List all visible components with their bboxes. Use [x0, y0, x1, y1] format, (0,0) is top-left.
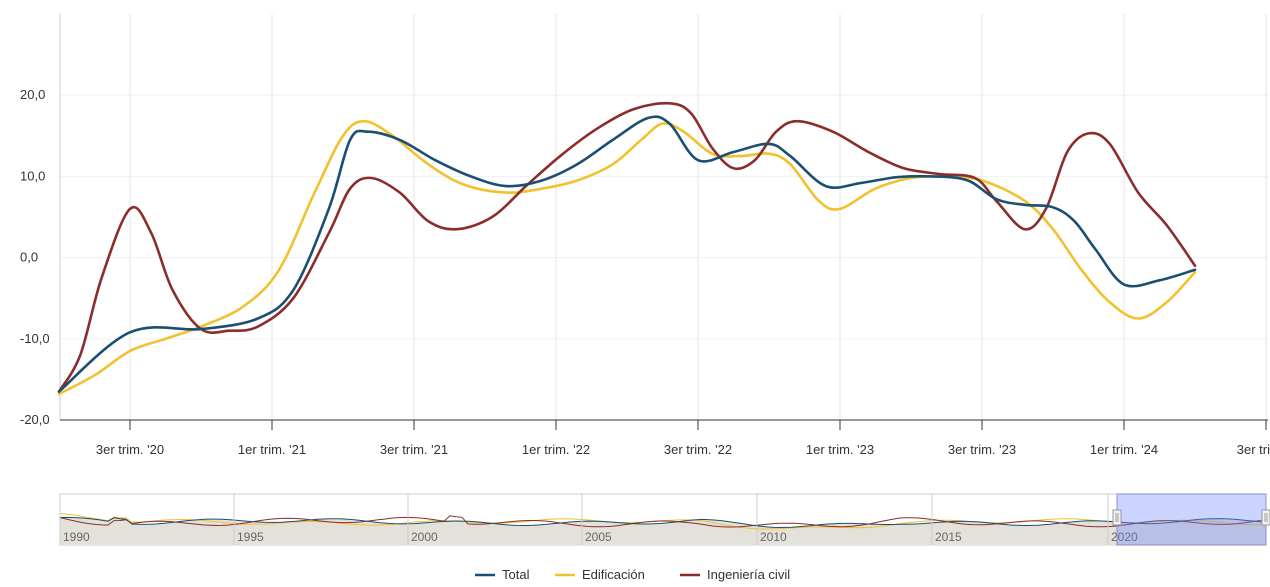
plot-axes: -20,0 -10,0 0,0 10,0 20,0 3er trim. '20 1er tr… — [20, 14, 1270, 457]
y-tick-label: 0,0 — [20, 250, 38, 265]
plot-grid — [60, 14, 1268, 421]
navigator-tick-label: 2000 — [411, 530, 438, 544]
x-tick-label: 3er trim. '21 — [380, 442, 448, 457]
x-tick-label: 1er trim. '24 — [1090, 442, 1158, 457]
series-line-1[interactable] — [57, 119, 1197, 396]
legend-item-2[interactable]: Ingeniería civil — [680, 567, 790, 582]
x-tick-label: 1er trim. '21 — [238, 442, 306, 457]
x-tick-label: 3er trim.... — [1237, 442, 1270, 457]
legend-item-1[interactable]: Edificación — [555, 567, 645, 582]
legend-label: Total — [502, 567, 530, 582]
navigator-right-handle[interactable] — [1261, 509, 1270, 526]
x-tick-label: 3er trim. '23 — [948, 442, 1016, 457]
navigator-tick-label: 1990 — [63, 530, 90, 544]
navigator-series-line — [59, 515, 1267, 528]
series-line-2[interactable] — [57, 101, 1197, 393]
legend-label: Ingeniería civil — [707, 567, 790, 582]
navigator-tick-label: 2020 — [1111, 530, 1138, 544]
x-tick-label: 1er trim. '23 — [806, 442, 874, 457]
y-tick-label: 20,0 — [20, 87, 45, 102]
y-tick-label: -10,0 — [20, 331, 50, 346]
y-tick-label: -20,0 — [20, 412, 50, 427]
y-tick-label: 10,0 — [20, 168, 45, 183]
x-tick-label: 1er trim. '22 — [522, 442, 590, 457]
navigator-series-line — [59, 516, 1267, 529]
series-line-0[interactable] — [57, 115, 1197, 393]
legend: Total Edificación Ingeniería civil — [475, 567, 790, 582]
navigator-tick-label: 2005 — [585, 530, 612, 544]
x-tick-label: 3er trim. '20 — [96, 442, 164, 457]
x-tick-label: 3er trim. '22 — [664, 442, 732, 457]
navigator-selection[interactable] — [1116, 493, 1267, 546]
navigator-tick-label: 2015 — [935, 530, 962, 544]
navigator-tick-label: 2010 — [760, 530, 787, 544]
navigator-left-handle[interactable] — [1112, 509, 1122, 526]
legend-item-0[interactable]: Total — [475, 567, 530, 582]
legend-label: Edificación — [582, 567, 645, 582]
navigator-tick-label: 1995 — [237, 530, 264, 544]
plot-series — [57, 101, 1197, 396]
range-navigator[interactable]: 1990 1995 2000 2005 2010 2015 2020 — [59, 493, 1270, 546]
